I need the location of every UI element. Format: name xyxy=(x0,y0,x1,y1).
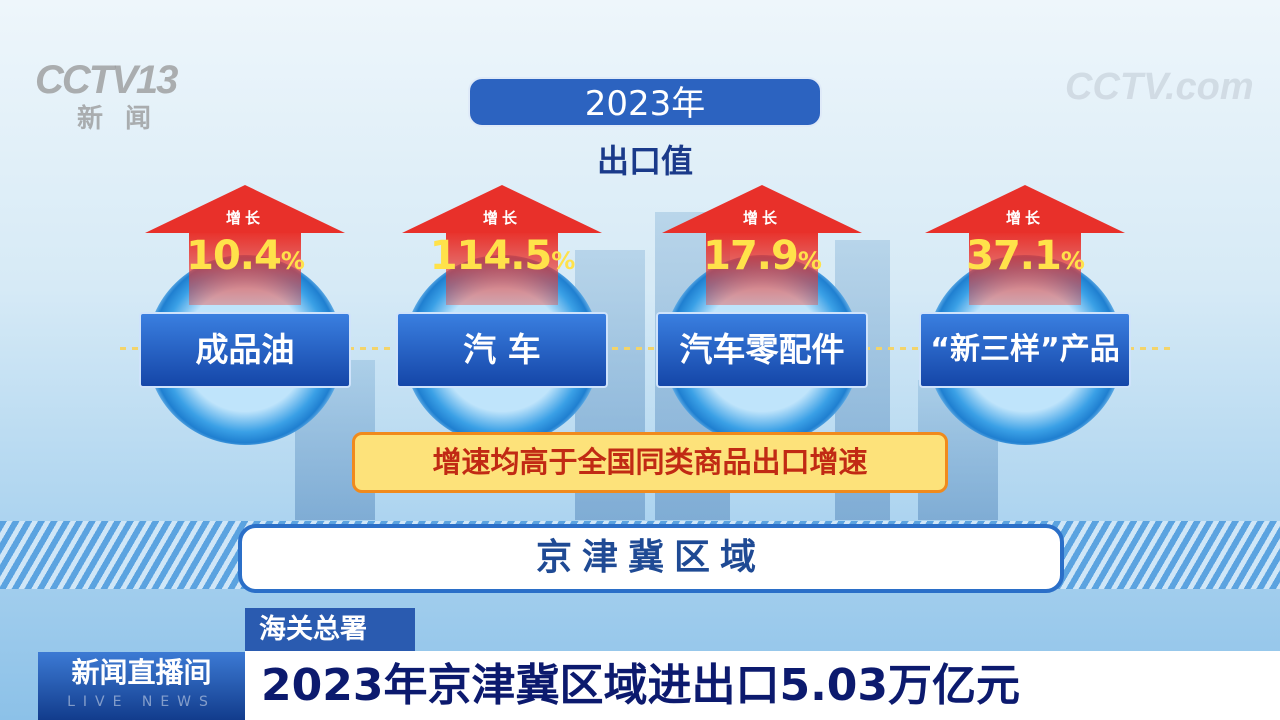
item-name: “新三样”产品 xyxy=(919,312,1131,388)
connector-line xyxy=(120,347,1170,350)
item-name: 成品油 xyxy=(139,312,351,388)
program-logo: 新闻直播间 LIVE NEWS xyxy=(38,652,245,720)
unit: % xyxy=(797,247,822,275)
growth-value: 114.5% xyxy=(404,233,600,279)
item-name: 汽 车 xyxy=(396,312,608,388)
program-name-en: LIVE NEWS xyxy=(67,694,216,710)
note-banner: 增速均高于全国同类商品出口增速 xyxy=(352,432,948,493)
unit: % xyxy=(280,247,305,275)
program-name: 新闻直播间 xyxy=(71,656,212,689)
unit: % xyxy=(551,247,575,275)
item-name: 汽车零配件 xyxy=(656,312,868,388)
subtitle: 出口值 xyxy=(596,142,693,180)
item-card: 增长 114.5% 汽 车 xyxy=(382,175,622,445)
up-arrow-icon: 增长 114.5% xyxy=(402,185,602,305)
value: 37.1 xyxy=(966,233,1062,279)
up-arrow-icon: 增长 10.4% xyxy=(145,185,345,305)
growth-label: 增长 xyxy=(1005,209,1044,227)
year-pill: 2023年 xyxy=(468,77,822,127)
growth-value: 17.9% xyxy=(664,233,860,279)
cctv-com-watermark: CCTV.com xyxy=(1065,66,1254,108)
item-card: 增长 10.4% 成品油 xyxy=(125,175,365,445)
growth-value: 10.4% xyxy=(147,233,343,279)
growth-value: 37.1% xyxy=(927,233,1123,279)
value: 114.5 xyxy=(429,233,553,279)
unit: % xyxy=(1060,247,1085,275)
headline-caption: 2023年京津冀区域进出口5.03万亿元 xyxy=(245,651,1280,720)
growth-label: 增长 xyxy=(225,209,264,227)
source-tag: 海关总署 xyxy=(245,608,415,651)
item-card: 增长 37.1% “新三样”产品 xyxy=(905,175,1145,445)
growth-label: 增长 xyxy=(742,209,781,227)
logo-text: CCTV13 xyxy=(35,58,178,102)
value: 17.9 xyxy=(703,233,799,279)
cctv13-logo: CCTV13 新闻 xyxy=(35,58,178,133)
value: 10.4 xyxy=(186,233,282,279)
item-card: 增长 17.9% 汽车零配件 xyxy=(642,175,882,445)
up-arrow-icon: 增长 37.1% xyxy=(925,185,1125,305)
region-title: 京津冀区域 xyxy=(238,524,1064,593)
logo-sub: 新闻 xyxy=(77,103,174,133)
up-arrow-icon: 增长 17.9% xyxy=(662,185,862,305)
growth-label: 增长 xyxy=(482,209,521,227)
